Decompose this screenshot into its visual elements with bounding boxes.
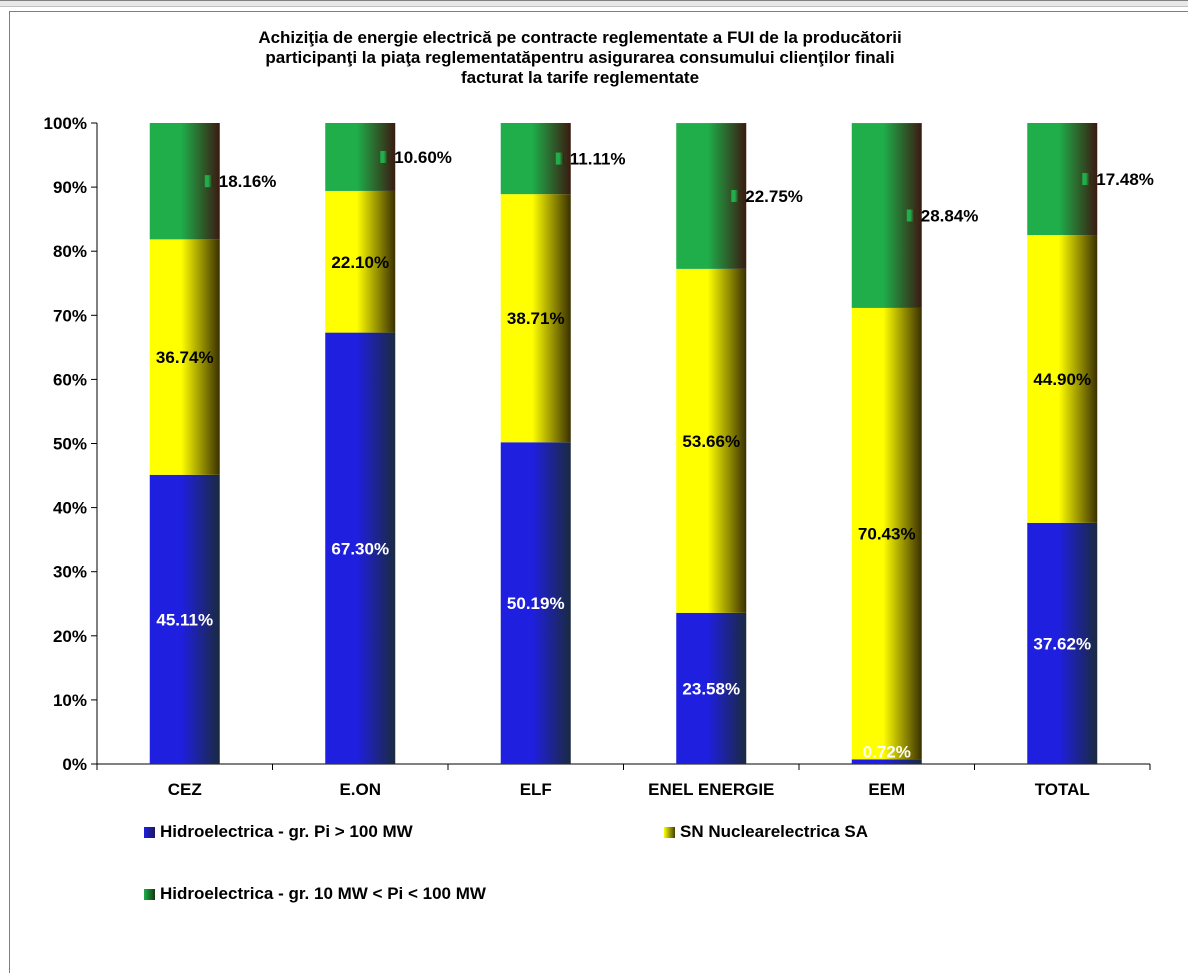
legend-item-nuclear: SN Nuclearelectrica SA <box>664 822 868 842</box>
bar-segment <box>851 759 922 764</box>
y-tick-label: 70% <box>53 306 87 325</box>
axes: 0% 10% 20% 30% 40% 50% 60% 70% 80% 90% 100% CEZ E.ON… <box>44 114 1151 799</box>
data-label: 53.66% <box>682 432 740 451</box>
data-label: 17.48% <box>1096 170 1154 189</box>
y-tick-label: 10% <box>53 691 87 710</box>
data-label: 22.75% <box>745 187 803 206</box>
data-label-marker <box>1082 173 1091 186</box>
data-label-marker <box>555 152 564 165</box>
bar-segment <box>325 190 396 333</box>
legend-label-hidro-large: Hidroelectrica - gr. Pi > 100 MW <box>160 822 413 841</box>
chart-title: Achiziţia de energie electrică pe contra… <box>80 28 1080 88</box>
data-label: 18.16% <box>219 172 277 191</box>
y-tick-label: 20% <box>53 627 87 646</box>
y-tick-label: 30% <box>53 563 87 582</box>
bar-segment <box>325 332 396 764</box>
y-tick-label: 90% <box>53 178 87 197</box>
data-label: 22.10% <box>331 253 389 272</box>
y-tick-label: 50% <box>53 435 87 454</box>
bars <box>149 123 1098 764</box>
data-label: 38.71% <box>507 309 565 328</box>
legend-item-hidro-small: Hidroelectrica - gr. 10 MW < Pi < 100 MW <box>144 884 486 904</box>
data-label-marker <box>906 209 915 222</box>
data-label-marker <box>204 175 213 188</box>
legend-swatch-green-icon <box>144 888 155 900</box>
category-label: ENEL ENERGIE <box>648 780 774 799</box>
bar-segment <box>149 239 220 475</box>
data-label: 44.90% <box>1033 370 1091 389</box>
bar-segment <box>1027 235 1098 523</box>
bar-segment <box>1027 522 1098 764</box>
data-label: 67.30% <box>331 539 389 558</box>
data-label: 70.43% <box>858 525 916 544</box>
category-label: ELF <box>520 780 552 799</box>
chart-title-line-3: facturat la tarife reglementate <box>460 68 700 87</box>
bar-segment <box>500 442 571 764</box>
y-tick-label: 40% <box>53 499 87 518</box>
legend-label-hidro-small: Hidroelectrica - gr. 10 MW < Pi < 100 MW <box>160 884 486 903</box>
data-label-marker <box>380 150 389 163</box>
y-tick-label: 0% <box>62 755 87 774</box>
bar-segment <box>149 474 220 764</box>
legend-swatch-blue-icon <box>144 826 155 838</box>
bar-segment <box>676 612 747 764</box>
category-label: EEM <box>868 780 905 799</box>
data-label: 36.74% <box>156 348 214 367</box>
category-label: CEZ <box>168 780 202 799</box>
data-label: 50.19% <box>507 594 565 613</box>
data-label: 23.58% <box>682 679 740 698</box>
bar-segment <box>676 268 747 613</box>
chart-area <box>9 11 1188 973</box>
legend-item-hidro-large: Hidroelectrica - gr. Pi > 100 MW <box>144 822 413 842</box>
data-label: 0.72% <box>863 742 911 761</box>
data-label: 10.60% <box>394 148 452 167</box>
data-label: 11.11% <box>570 150 626 169</box>
data-labels: 45.11% 36.74% 18.16% 67.30% 22.10% 10.60% 50.1… <box>156 148 1154 761</box>
legend-swatch-yellow-icon <box>664 826 675 838</box>
bar-segment <box>851 307 922 760</box>
category-label: TOTAL <box>1035 780 1090 799</box>
chart-title-line-2: participanţi la piaţa reglementatăpentru… <box>265 48 895 67</box>
window-frame-top <box>0 0 1188 7</box>
data-label: 28.84% <box>921 206 979 225</box>
legend-label-nuclear: SN Nuclearelectrica SA <box>680 822 869 841</box>
chart-title-line-1: Achiziţia de energie electrică pe contra… <box>258 28 902 47</box>
bar-segment <box>500 194 571 443</box>
y-tick-label: 60% <box>53 370 87 389</box>
y-tick-label: 80% <box>53 242 87 261</box>
category-label: E.ON <box>339 780 381 799</box>
data-label: 37.62% <box>1033 634 1091 653</box>
data-label-marker <box>731 189 740 202</box>
data-label: 45.11% <box>156 610 213 629</box>
y-tick-label: 100% <box>44 114 87 133</box>
